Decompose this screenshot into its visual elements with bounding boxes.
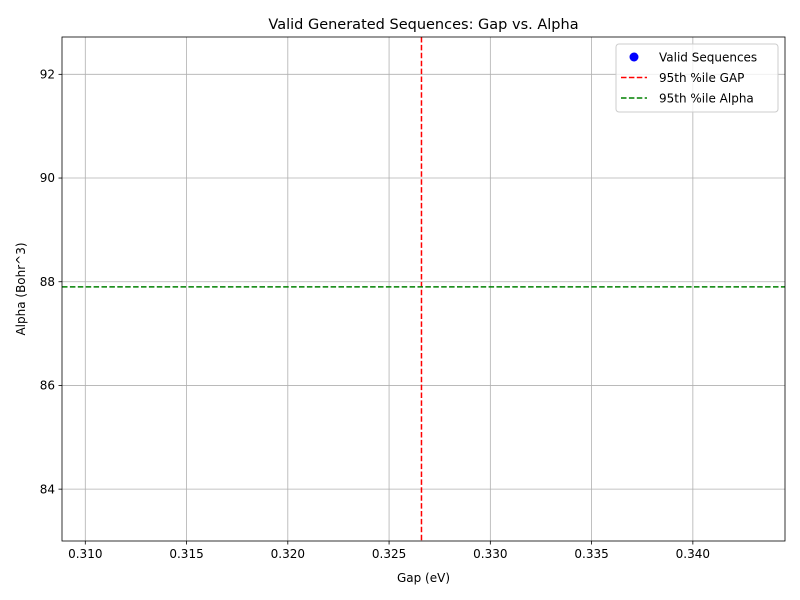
x-tick-label-0: 0.310 bbox=[68, 547, 102, 561]
plot-area: 0.310 0.315 0.320 0.325 0.330 0.335 0.340 84 86 8… bbox=[40, 36, 786, 561]
y-axis-label: Alpha (Bohr^3) bbox=[14, 242, 28, 335]
x-tick-label-3: 0.325 bbox=[372, 547, 406, 561]
x-tick-label-2: 0.320 bbox=[271, 547, 305, 561]
y-tick-label-3: 90 bbox=[40, 171, 55, 185]
x-axis-label: Gap (eV) bbox=[397, 571, 450, 585]
y-tick-label-4: 92 bbox=[40, 68, 55, 82]
legend-label-0: Valid Sequences bbox=[659, 50, 757, 64]
legend-label-1: 95th %ile GAP bbox=[659, 71, 744, 85]
legend-label-2: 95th %ile Alpha bbox=[659, 91, 754, 105]
chart-title: Valid Generated Sequences: Gap vs. Alpha bbox=[268, 17, 578, 33]
x-tick-label-6: 0.340 bbox=[676, 547, 710, 561]
y-tick-label-0: 84 bbox=[40, 482, 55, 496]
legend: Valid Sequences 95th %ile GAP 95th %ile Al… bbox=[615, 43, 779, 113]
legend-marker-0 bbox=[629, 52, 639, 62]
x-tick-label-5: 0.335 bbox=[574, 547, 608, 561]
y-tick-label-1: 86 bbox=[40, 379, 55, 393]
axes-frame bbox=[61, 36, 786, 542]
x-tick-label-1: 0.315 bbox=[169, 547, 203, 561]
y-tick-label-2: 88 bbox=[40, 275, 55, 289]
legend-box bbox=[615, 43, 779, 113]
plot-background bbox=[62, 37, 785, 541]
x-tick-label-4: 0.330 bbox=[473, 547, 507, 561]
